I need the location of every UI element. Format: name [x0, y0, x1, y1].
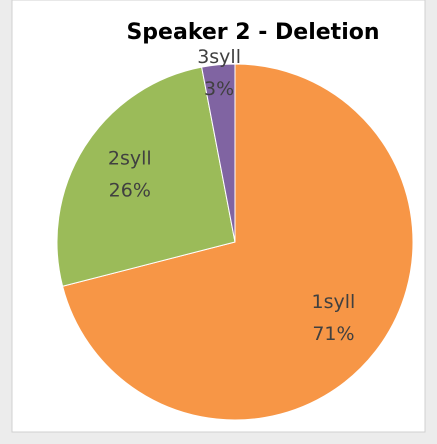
- pie-slice: [56, 66, 236, 287]
- pie-slice: [201, 63, 236, 243]
- slice-category-label: 2syll: [108, 148, 152, 170]
- slice-category-label: 3syll: [197, 46, 241, 68]
- slice-value-label: 71%: [312, 323, 354, 345]
- chart-title: Speaker 2 - Deletion: [126, 20, 379, 45]
- slice-value-label: 3%: [204, 78, 234, 100]
- slice-value-label: 26%: [109, 180, 151, 202]
- slice-category-label: 1syll: [312, 291, 356, 313]
- pie-slice: [61, 63, 414, 421]
